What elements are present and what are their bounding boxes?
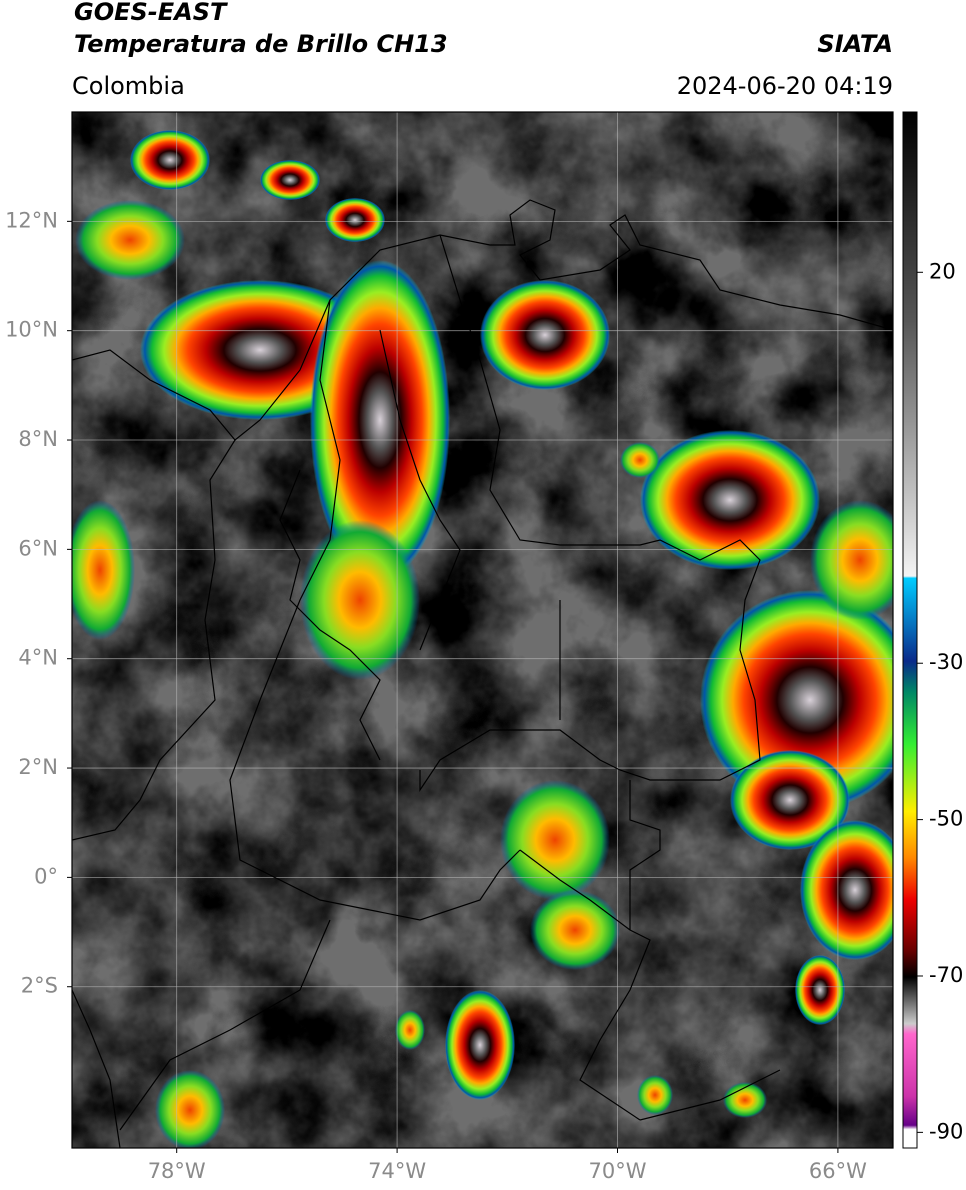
colorbar-tick-label: -30: [929, 650, 963, 674]
colorbar-tick-label: 20: [929, 259, 956, 283]
y-tick-label: 4°N: [18, 646, 58, 670]
y-tick-label: 8°N: [18, 427, 58, 451]
x-tick-label: 74°W: [368, 1159, 426, 1183]
region: Colombia: [72, 72, 185, 100]
x-tick-label: 78°W: [148, 1159, 206, 1183]
colorbar-tick-label: -70: [929, 963, 963, 987]
x-tick-label: 66°W: [809, 1159, 867, 1183]
y-tick-label: 12°N: [5, 208, 58, 232]
y-tick-label: 2°S: [21, 974, 58, 998]
title: GOES-EAST: [74, 0, 228, 26]
y-tick-label: 0°: [34, 864, 58, 888]
subtitle: Temperatura de Brillo CH13: [74, 30, 448, 58]
y-tick-label: 10°N: [5, 318, 58, 342]
grid: [72, 112, 893, 1148]
colorbar-tick-label: -90: [929, 1119, 963, 1143]
x-tick-label: 70°W: [588, 1159, 646, 1183]
y-tick-label: 2°N: [18, 755, 58, 779]
source: SIATA: [817, 30, 893, 58]
map-frame: [71, 111, 894, 1149]
map-image: [72, 112, 893, 1148]
colorbar: [902, 111, 918, 1149]
y-tick-label: 6°N: [18, 536, 58, 560]
colorbar-tick-label: -50: [929, 807, 963, 831]
timestamp: 2024-06-20 04:19: [677, 72, 893, 100]
